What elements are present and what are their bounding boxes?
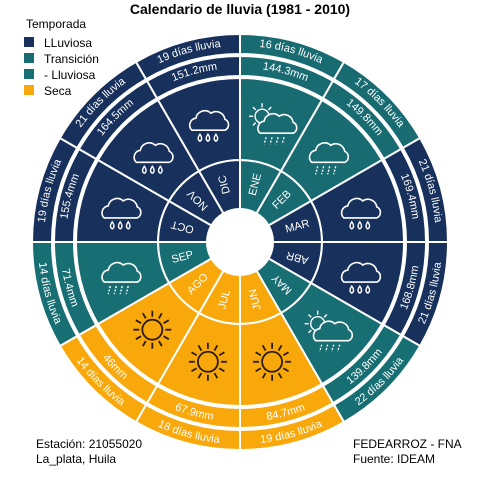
data-source: Fuente: IDEAM <box>353 452 435 466</box>
footer: Estación: 21055020 La_plata, Huila FEDEA… <box>36 437 462 466</box>
legend-swatch-seca <box>24 85 34 95</box>
legend-label-lluviosa: LLuviosa <box>44 36 92 50</box>
cloud-drops-icon <box>101 197 142 230</box>
cloud-drops-icon <box>133 142 174 175</box>
month-name-label: JUL <box>216 288 233 310</box>
station-code: Estación: 21055020 <box>36 437 142 451</box>
sun-icon <box>133 310 172 349</box>
month-name-label: JUN <box>247 288 264 312</box>
legend-swatch-transicion <box>24 53 34 63</box>
cloud-rain-icon <box>308 142 350 175</box>
cloud-rain-icon <box>101 261 142 295</box>
legend-title: Temporada <box>26 17 86 31</box>
legend-label-seca: Seca <box>44 84 72 98</box>
month-name-label: OCT <box>169 218 195 236</box>
precip-cell <box>145 54 241 100</box>
sun-icon <box>253 342 292 381</box>
sun-cloud-icon <box>304 310 354 352</box>
rain-days-cell <box>134 32 241 81</box>
center-hole <box>208 210 272 274</box>
cloud-drops-icon <box>188 110 230 143</box>
station-location: La_plata, Huila <box>36 452 116 466</box>
legend-swatch-menos-lluviosa <box>24 69 34 79</box>
month-name-label: SEP <box>170 249 194 266</box>
organization: FEDEARROZ - FNA <box>353 437 462 451</box>
legend-label-menos-lluviosa: - Lluviosa <box>44 68 96 82</box>
month-name-label: ABR <box>285 249 310 266</box>
month-name-label: ENE <box>247 172 264 197</box>
legend-label-transicion: Transición <box>44 52 99 66</box>
legend-swatch-lluviosa <box>24 37 34 47</box>
sun-cloud-icon <box>249 103 298 145</box>
month-name-label: DIC <box>216 174 233 195</box>
legend: Temporada LLuviosa Transición - Lluviosa… <box>24 17 99 98</box>
sun-icon <box>188 342 227 381</box>
cloud-drops-icon <box>340 261 382 294</box>
chart-title: Calendario de lluvia (1981 - 2010) <box>130 1 350 17</box>
cloud-drops-icon <box>340 197 382 230</box>
